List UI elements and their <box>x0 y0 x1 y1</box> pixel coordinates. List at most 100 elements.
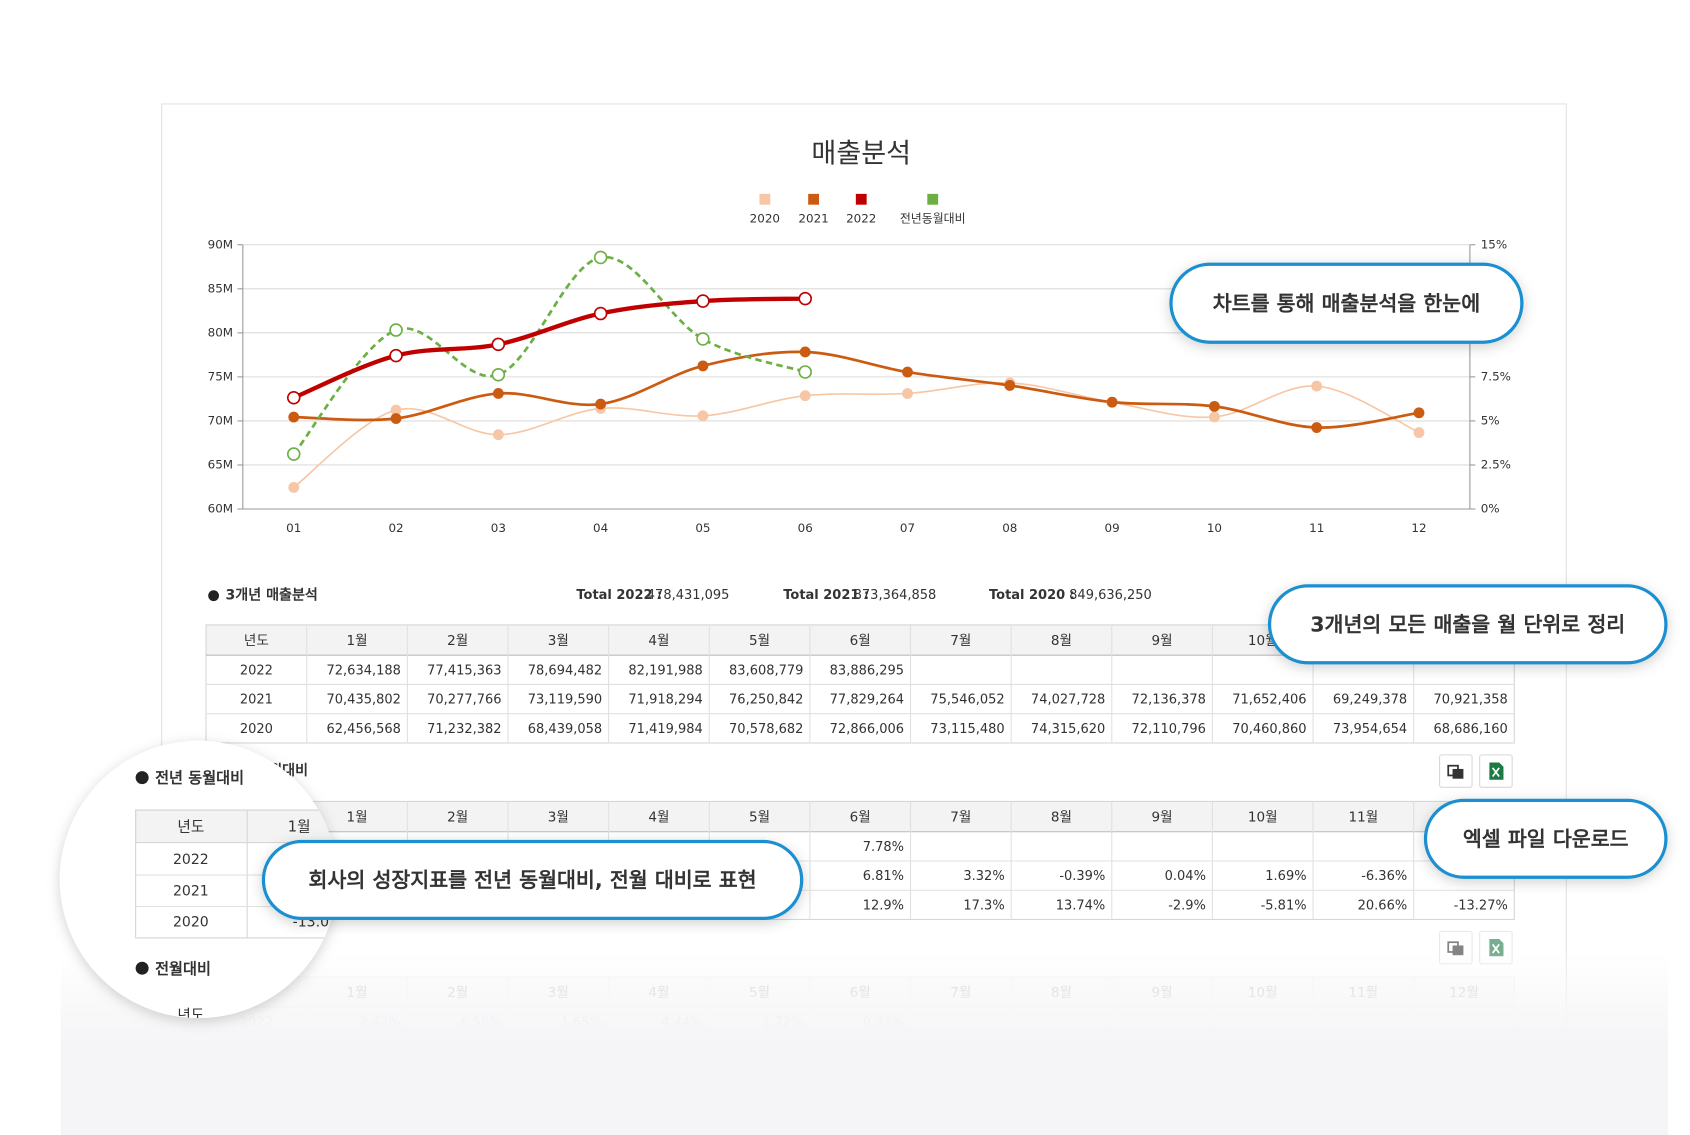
table-cell: 70,277,766 <box>427 693 501 708</box>
data-point <box>1311 380 1323 392</box>
data-point <box>390 413 402 424</box>
data-point <box>593 250 608 265</box>
y-tick-label: 60M <box>208 502 233 516</box>
table-cell: 72,634,188 <box>327 663 401 678</box>
table-header-bg <box>206 801 1515 832</box>
data-point <box>1208 411 1220 423</box>
table-cell: 71,232,382 <box>427 722 501 737</box>
x-tick-label: 01 <box>286 521 301 535</box>
series-line <box>292 255 806 455</box>
heading-bullet <box>208 590 220 602</box>
y2-tick-label: 15% <box>1481 237 1507 251</box>
mag-cell: 2022 <box>173 852 209 868</box>
table-cell: -6.36% <box>1361 869 1407 884</box>
x-tick-label: 05 <box>695 521 710 535</box>
table-cell: -2.9% <box>1168 898 1206 913</box>
y2-tick-label: 7.5% <box>1481 369 1511 383</box>
y-tick-label: 65M <box>208 457 233 471</box>
table-header: 7월 <box>950 810 971 826</box>
data-point <box>1413 427 1425 438</box>
table-cell: 74,315,620 <box>1031 722 1105 737</box>
table-header: 9월 <box>1152 633 1173 649</box>
excel-button[interactable] <box>1479 754 1513 788</box>
data-point <box>286 390 301 405</box>
chart-title: 매출분석 <box>811 138 911 169</box>
table-cell: -0.39% <box>1059 869 1105 884</box>
table-cell: 70,460,860 <box>1232 722 1306 737</box>
table-cell: 3.32% <box>963 869 1004 884</box>
data-point <box>798 365 812 379</box>
legend-label: 2021 <box>798 211 828 225</box>
data-point <box>491 337 506 352</box>
legend-swatch <box>927 193 939 205</box>
table-cell: 74,027,728 <box>1031 693 1105 708</box>
table-cell: 17.3% <box>963 898 1004 913</box>
table-cell: 69,249,378 <box>1333 693 1407 708</box>
icon <box>1491 943 1500 954</box>
table-header: 6월 <box>850 633 871 649</box>
x-tick-label: 12 <box>1411 521 1426 535</box>
data-point <box>595 398 607 410</box>
callout-text: 엑셀 파일 다운로드 <box>1463 827 1629 851</box>
backdrop <box>60 953 1669 1135</box>
table-header: 6월 <box>850 810 871 826</box>
mag-column: 년도 <box>177 818 204 835</box>
y2-tick-label: 0% <box>1481 502 1500 516</box>
table-cell: 70,921,358 <box>1433 693 1507 708</box>
x-tick-label: 07 <box>900 521 915 535</box>
table-header: 4월 <box>648 810 669 826</box>
y-tick-label: 85M <box>208 281 233 295</box>
legend-label: 2022 <box>846 211 876 225</box>
table-cell: 20.66% <box>1358 898 1408 913</box>
table-cell: 62,456,568 <box>327 722 401 737</box>
table-cell: 13.74% <box>1056 898 1106 913</box>
table-cell: 2021 <box>240 693 273 708</box>
mag-subheading: 전월대비 <box>155 960 211 978</box>
table-cell: 0.04% <box>1165 869 1206 884</box>
data-point <box>288 411 300 423</box>
mag-heading: 전년 동월대비 <box>155 769 244 787</box>
table-cell: 73,954,654 <box>1333 722 1407 737</box>
callout-box <box>1169 262 1524 344</box>
table-cell: 76,250,842 <box>729 693 803 708</box>
data-point <box>697 410 709 422</box>
callout-box <box>1423 798 1668 879</box>
x-tick-label: 08 <box>1002 521 1017 535</box>
table-cell: 71,652,406 <box>1232 693 1306 708</box>
heading-bullet <box>135 961 149 975</box>
x-tick-label: 03 <box>491 521 506 535</box>
table-header: 4월 <box>648 633 669 649</box>
table-cell: 73,115,480 <box>930 722 1004 737</box>
data-point <box>1413 407 1425 419</box>
table-header: 7월 <box>950 633 971 649</box>
data-point <box>1004 380 1016 391</box>
data-point <box>696 332 710 346</box>
data-point <box>1311 422 1323 433</box>
table-cell: 77,829,264 <box>830 693 904 708</box>
total-value: 478,431,095 <box>647 588 730 603</box>
table-cell: 72,866,006 <box>830 722 904 737</box>
series-line <box>293 350 1420 429</box>
y-tick-label: 80M <box>208 325 233 339</box>
callout-text: 회사의 성장지표를 전년 동월대비, 전월 대비로 표현 <box>309 868 757 892</box>
y2-tick-label: 5% <box>1481 413 1500 427</box>
data-point <box>288 481 300 493</box>
data-point <box>286 447 301 461</box>
callout-box <box>261 839 804 921</box>
table-header: 3월 <box>548 633 569 649</box>
table-header: 8월 <box>1051 633 1072 649</box>
series-line <box>293 381 1420 489</box>
mag-column: 1월 <box>288 818 311 835</box>
table-header: 5월 <box>749 633 770 649</box>
legend-swatch <box>808 193 820 205</box>
table-header: 년도 <box>244 633 269 649</box>
copy-button[interactable] <box>1439 754 1473 788</box>
total-label: Total 2022 : <box>576 588 662 603</box>
data-point <box>799 346 811 358</box>
data-point <box>492 388 504 399</box>
table-cell: 72,110,796 <box>1132 722 1206 737</box>
x-tick-label: 04 <box>593 521 608 535</box>
table-header: 2월 <box>447 810 468 826</box>
